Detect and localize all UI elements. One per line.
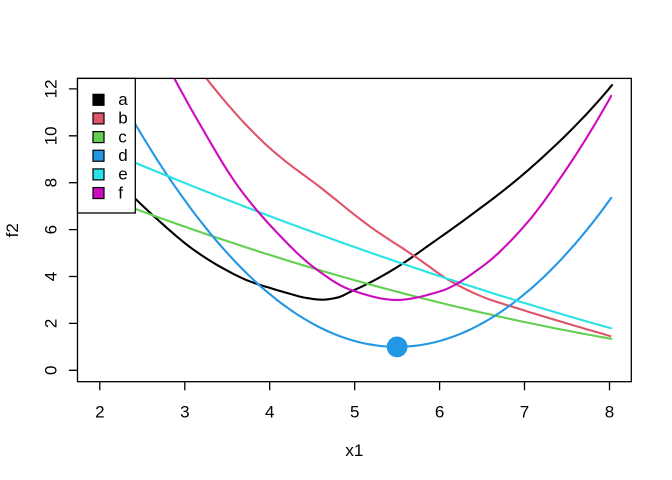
svg-text:12: 12 bbox=[42, 79, 61, 98]
svg-text:6: 6 bbox=[435, 402, 444, 421]
svg-text:e: e bbox=[118, 165, 127, 184]
svg-text:0: 0 bbox=[42, 366, 61, 375]
svg-text:8: 8 bbox=[42, 178, 61, 187]
svg-text:f: f bbox=[118, 183, 123, 202]
svg-text:7: 7 bbox=[520, 402, 529, 421]
svg-text:4: 4 bbox=[42, 272, 61, 281]
svg-text:x1: x1 bbox=[345, 441, 363, 460]
svg-text:a: a bbox=[118, 90, 128, 109]
svg-text:2: 2 bbox=[42, 319, 61, 328]
svg-text:f2: f2 bbox=[3, 223, 22, 237]
svg-text:b: b bbox=[118, 109, 127, 128]
svg-text:d: d bbox=[118, 146, 127, 165]
svg-text:c: c bbox=[118, 127, 127, 146]
svg-text:5: 5 bbox=[350, 402, 359, 421]
svg-text:2: 2 bbox=[95, 402, 104, 421]
svg-text:10: 10 bbox=[42, 126, 61, 145]
svg-text:8: 8 bbox=[605, 402, 614, 421]
svg-text:3: 3 bbox=[180, 402, 189, 421]
svg-text:4: 4 bbox=[265, 402, 274, 421]
svg-text:6: 6 bbox=[42, 225, 61, 234]
